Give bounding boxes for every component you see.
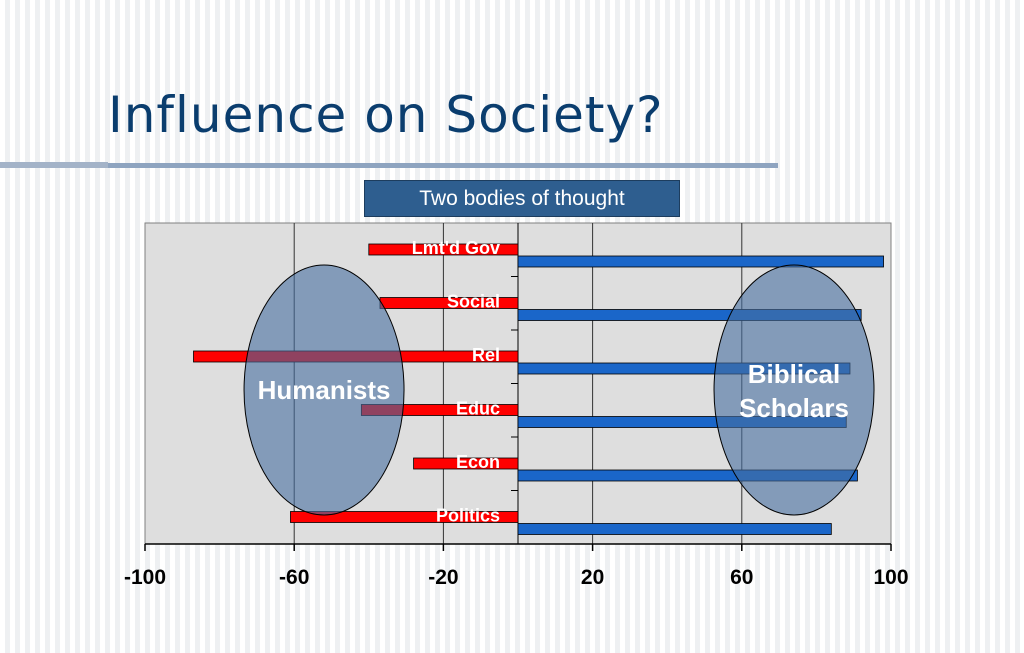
biblical-label-line1: Biblical [748,359,840,389]
biblical-label-line2: Scholars [739,393,849,423]
x-tick-label-1: -60 [279,566,309,589]
biblical-scholars-ellipse [713,264,875,516]
bar-biblical-5 [517,523,832,535]
x-tick-label-5: 100 [873,566,908,589]
x-tick-label-0: -100 [124,566,166,589]
category-label-4: Econ [456,452,500,472]
bar-biblical-1 [517,309,862,321]
category-label-2: Rel [472,345,500,365]
humanists-ellipse [243,264,405,516]
title-rule-left [0,162,108,168]
bar-humanists-4 [413,457,519,470]
x-tick-label-2: -20 [428,566,458,589]
x-tick-label-3: 20 [581,566,604,589]
subtitle-box: Two bodies of thought [364,180,680,217]
category-label-0: Lmt'd Gov [412,238,500,258]
humanists-label: Humanists [258,375,391,405]
bar-humanists-0 [368,243,519,256]
slide-title: Influence on Society? [108,86,664,144]
category-label-1: Social [447,292,500,312]
x-tick-label-4: 60 [730,566,753,589]
title-rule [108,163,778,168]
category-label-3: Educ [456,399,500,419]
category-label-5: Politics [436,506,500,526]
bar-biblical-0 [517,255,884,268]
bar-biblical-4 [517,469,858,482]
bar-humanists-5 [290,511,519,523]
